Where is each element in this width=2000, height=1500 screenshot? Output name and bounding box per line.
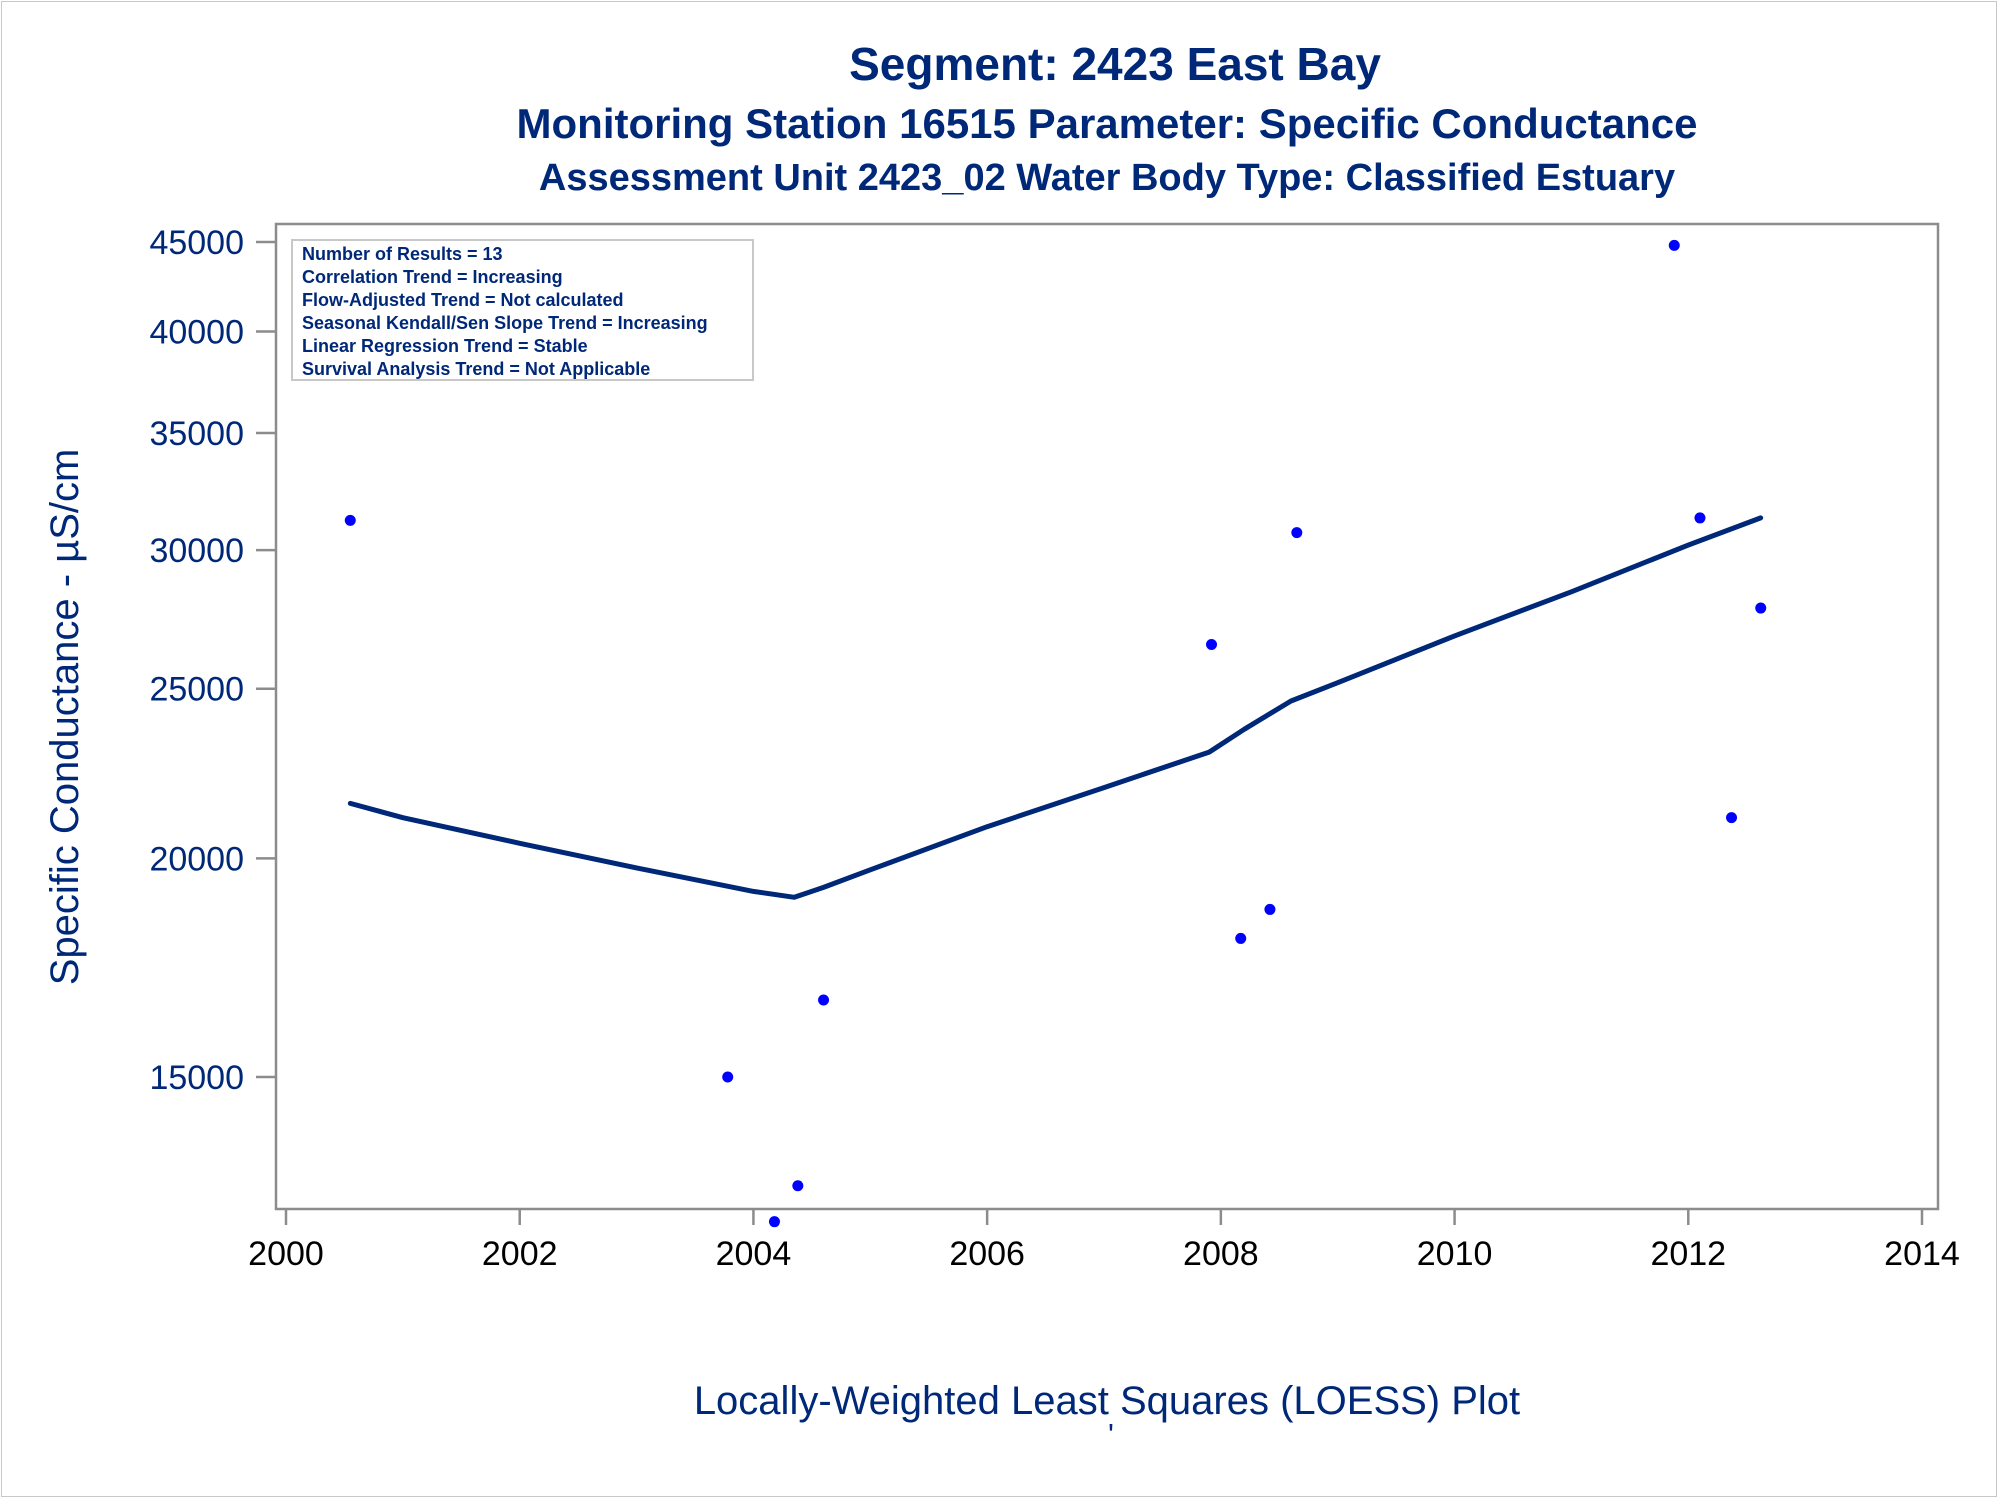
x-tick-label: 2012 [1650, 1235, 1726, 1273]
x-tick-label: 2000 [248, 1235, 324, 1273]
data-point [768, 1216, 780, 1228]
data-point [1291, 527, 1303, 539]
data-point [1694, 512, 1706, 524]
x-tick-label: 2008 [1183, 1235, 1259, 1273]
stats-line-linear-regression: Linear Regression Trend = Stable [302, 336, 588, 356]
x-axis-title: Locally-Weighted Least Squares (LOESS) P… [694, 1379, 1520, 1423]
stats-line-results: Number of Results = 13 [302, 244, 503, 264]
x-tick-label: 2006 [949, 1235, 1025, 1273]
stats-box: Number of Results = 13 Correlation Trend… [291, 239, 754, 381]
data-point [1668, 239, 1680, 251]
y-tick-label: 35000 [149, 415, 244, 453]
data-point [792, 1180, 804, 1192]
plot-area [274, 222, 1940, 1211]
stats-line-seasonal-kendall: Seasonal Kendall/Sen Slope Trend = Incre… [302, 313, 708, 333]
chart-title: Segment: 2423 East Bay [849, 38, 1381, 90]
stats-line-survival: Survival Analysis Trend = Not Applicable [302, 359, 650, 379]
x-tick-label: 2010 [1417, 1235, 1493, 1273]
footnote-mark: ' [1108, 1417, 1114, 1452]
y-tick-label: 30000 [149, 532, 244, 570]
x-tick-label: 2014 [1884, 1235, 1960, 1273]
stats-line-flow-adjusted: Flow-Adjusted Trend = Not calculated [302, 290, 624, 310]
y-axis-title: Specific Conductance - µS/cm [43, 449, 87, 986]
x-tick-label: 2004 [716, 1235, 792, 1273]
data-point [722, 1071, 734, 1083]
stats-box-border [291, 239, 754, 381]
data-point [344, 514, 356, 526]
x-axis: 2000 2002 2004 2006 2008 2010 2012 2014 [248, 1209, 1960, 1273]
data-point [1755, 602, 1767, 614]
chart-subtitle: Monitoring Station 16515 Parameter: Spec… [517, 100, 1698, 147]
loess-line [347, 515, 1764, 900]
y-axis: 15000 20000 25000 30000 35000 40000 45000 [149, 224, 276, 1097]
data-point [1235, 932, 1247, 944]
chart-subtitle-secondary: Assessment Unit 2423_02 Water Body Type:… [539, 157, 1675, 199]
y-tick-label: 20000 [149, 840, 244, 878]
y-tick-label: 40000 [149, 314, 244, 352]
series-layer [344, 239, 1767, 1228]
stats-line-correlation: Correlation Trend = Increasing [302, 267, 563, 287]
data-point [1206, 638, 1218, 650]
y-tick-label: 45000 [149, 224, 244, 262]
y-tick-label: 25000 [149, 671, 244, 709]
data-point [1264, 903, 1276, 915]
x-tick-label: 2002 [482, 1235, 558, 1273]
y-tick-label: 15000 [149, 1059, 244, 1097]
data-point [1726, 812, 1738, 824]
data-point [818, 994, 830, 1006]
